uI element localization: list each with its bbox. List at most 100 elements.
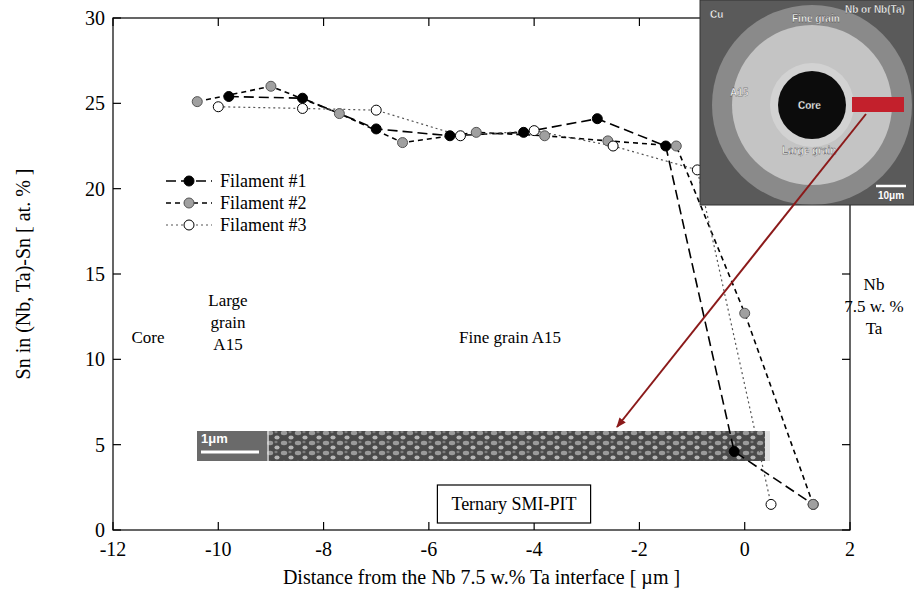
data-point <box>592 114 602 124</box>
x-tick <box>112 522 113 530</box>
data-point <box>445 131 455 141</box>
y-tick <box>113 359 121 360</box>
inset-image <box>700 0 914 205</box>
x-tick-label: -6 <box>421 538 438 560</box>
y-tick-label: 20 <box>85 178 105 200</box>
legend-label: Filament #1 <box>220 171 307 191</box>
data-point <box>471 127 481 137</box>
legend-marker <box>184 220 194 230</box>
data-point <box>398 138 408 148</box>
data-point <box>266 81 276 91</box>
data-point <box>540 131 550 141</box>
data-point <box>192 97 202 107</box>
annotation-box <box>437 485 590 523</box>
data-point <box>671 141 681 151</box>
legend-marker <box>184 198 194 208</box>
x-tick <box>323 522 324 530</box>
annotation: Fine grain A15 <box>459 328 561 347</box>
y-tick <box>113 273 121 274</box>
inset-label: A15 <box>730 87 749 98</box>
x-tick-label: 2 <box>845 538 855 560</box>
y-tick-label: 15 <box>85 263 105 285</box>
annotations: Core LargegrainA15 Fine grain A15 Nb7.5 w. … <box>131 275 903 523</box>
annotation: Core <box>131 328 164 347</box>
data-point <box>455 131 465 141</box>
data-point <box>298 93 308 103</box>
scale-bar <box>201 451 259 454</box>
annotation-line: A15 <box>213 335 242 354</box>
inset-background <box>700 0 914 205</box>
data-point <box>740 308 750 318</box>
data-point <box>519 127 529 137</box>
x-tick <box>639 18 640 26</box>
x-tick <box>218 522 219 530</box>
y-tick <box>842 359 850 360</box>
x-tick-label: -4 <box>526 538 543 560</box>
inset-frame <box>700 0 914 205</box>
x-tick-label: 0 <box>740 538 750 560</box>
data-point <box>529 126 539 136</box>
chart: 1μm-12-10-8-6-4-202051015202530Distance … <box>0 0 914 605</box>
micrograph-image <box>197 431 770 461</box>
data-point <box>608 141 618 151</box>
x-tick <box>639 522 640 530</box>
inset-label: Core <box>798 100 821 111</box>
y-tick-label: 5 <box>95 434 105 456</box>
data-point <box>371 124 381 134</box>
y-tick <box>113 188 121 189</box>
core <box>778 71 846 139</box>
x-tick <box>323 18 324 26</box>
annotation-line: Core <box>131 328 164 347</box>
x-axis-title: Distance from the Nb 7.5 w.% Ta interfac… <box>283 566 680 589</box>
x-tick-label: -2 <box>631 538 648 560</box>
annotation-text: Fine grain A15 <box>459 328 561 347</box>
data-point <box>371 105 381 115</box>
x-tick <box>744 522 745 530</box>
annotation-text: Core <box>131 328 164 347</box>
x-tick <box>428 522 429 530</box>
x-tick <box>849 522 850 530</box>
annotation-text: Ternary SMI-PIT <box>451 494 576 514</box>
grain-boundary <box>267 431 269 461</box>
x-tick-label: -10 <box>205 538 232 560</box>
legend-label: Filament #2 <box>220 193 307 213</box>
large-grain-ring <box>770 63 854 147</box>
data-point <box>213 102 223 112</box>
y-tick-label: 30 <box>85 7 105 29</box>
x-tick <box>218 18 219 26</box>
annotation: Nb7.5 w. %Ta <box>844 275 903 338</box>
y-tick <box>842 273 850 274</box>
data-point <box>661 141 671 151</box>
inset: CuNb or Nb(Ta)Fine grainA15CoreLarge gra… <box>700 0 914 205</box>
y-tick <box>842 444 850 445</box>
legend-marker <box>184 176 194 186</box>
inset-label: Cu <box>710 9 723 20</box>
data-point <box>224 92 234 102</box>
inset-label: Large grain <box>782 145 836 156</box>
x-tick-label: -8 <box>315 538 332 560</box>
arrow <box>617 114 866 427</box>
y-tick-label: 0 <box>95 519 105 541</box>
data-point <box>808 499 818 509</box>
x-tick <box>534 18 535 26</box>
inset-scale-label: 10μm <box>878 190 904 201</box>
legend: Filament #1Filament #2Filament #3 <box>166 171 307 235</box>
x-tick <box>112 18 113 26</box>
annotation: Ternary SMI-PIT <box>437 485 590 523</box>
y-tick-label: 10 <box>85 348 105 370</box>
annotation-line: Fine grain A15 <box>459 328 561 347</box>
data-point <box>729 446 739 456</box>
data-point <box>298 103 308 113</box>
interface <box>765 431 770 461</box>
scale-bar-label: 1μm <box>201 431 228 446</box>
data-point <box>808 499 818 509</box>
annotation: LargegrainA15 <box>208 291 247 354</box>
annotation-line: Ta <box>866 319 883 338</box>
y-axis-title: Sn in (Nb, Ta)-Sn [ at. % ] <box>12 169 35 380</box>
y-tick <box>842 529 850 530</box>
data-point <box>334 109 344 119</box>
nb-ring <box>712 5 912 205</box>
annotation-line: Large <box>208 291 247 310</box>
large-grain-region <box>197 431 267 461</box>
inset-label: Fine grain <box>792 13 840 24</box>
